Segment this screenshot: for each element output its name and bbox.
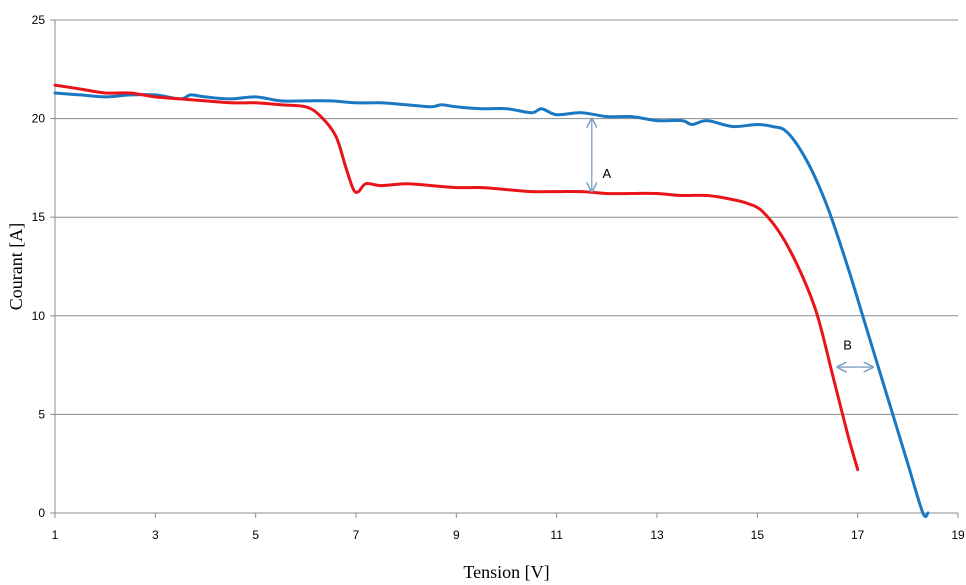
x-tick-label: 7 <box>353 528 360 542</box>
x-tick-label: 19 <box>951 528 965 542</box>
y-tick-label: 5 <box>38 407 45 421</box>
x-tick-label: 1 <box>52 528 59 542</box>
series-line-2 <box>53 83 860 472</box>
x-tick-label: 9 <box>453 528 460 542</box>
x-tick-label: 3 <box>152 528 159 542</box>
y-tick-label: 10 <box>32 309 46 323</box>
gridlines <box>55 19 958 415</box>
annotation-label-b: B <box>843 337 852 352</box>
series-line-1 <box>53 91 930 519</box>
x-axis-title: Tension [V] <box>463 562 549 582</box>
y-tick-label: 0 <box>38 506 45 520</box>
x-tick-label: 11 <box>550 528 563 542</box>
x-tick-label: 5 <box>252 528 259 542</box>
x-tick-label: 13 <box>650 528 664 542</box>
annotation-label-a: A <box>602 166 611 181</box>
y-tick-label: 25 <box>32 13 46 27</box>
x-tick-label: 17 <box>851 528 865 542</box>
x-tick-label: 15 <box>751 528 765 542</box>
series-group <box>53 83 930 519</box>
annotations: AB <box>592 119 873 367</box>
y-tick-label: 20 <box>32 112 46 126</box>
y-tick-label: 15 <box>32 210 46 224</box>
y-axis-title: Courant [A] <box>6 223 26 310</box>
